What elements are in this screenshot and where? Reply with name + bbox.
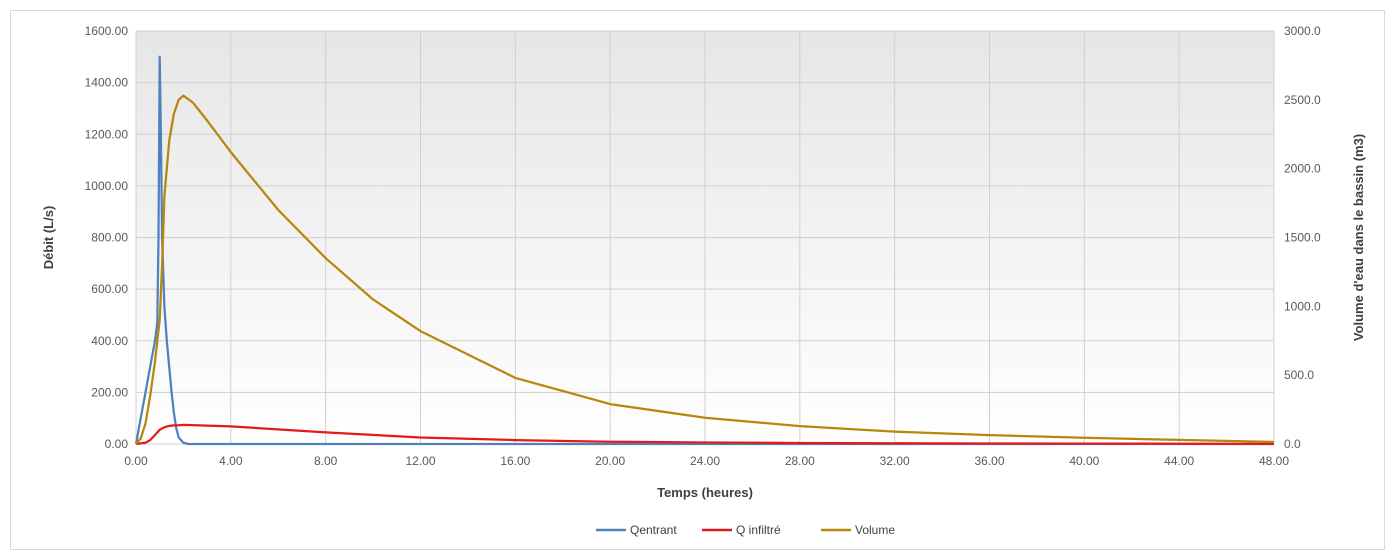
y-axis-ticks: 0.00 200.00 400.00 600.00 800.00 1000.00 1200.… — [85, 24, 129, 451]
y2-tick-label: 500.0 — [1284, 368, 1314, 382]
x-tick-label: 48.00 — [1259, 454, 1289, 468]
y-tick-label: 1400.00 — [85, 76, 129, 90]
y-tick-label: 400.00 — [91, 334, 128, 348]
x-tick-label: 0.00 — [124, 454, 148, 468]
y-tick-label: 0.00 — [105, 437, 129, 451]
x-tick-label: 4.00 — [219, 454, 243, 468]
x-tick-label: 24.00 — [690, 454, 720, 468]
y-tick-label: 1600.00 — [85, 24, 129, 38]
y2-axis-title: Volume d'eau dans le bassin (m3) — [1351, 134, 1366, 341]
y-tick-label: 1000.00 — [85, 179, 129, 193]
series-line-qentrant — [134, 55, 1274, 446]
y-tick-label: 800.00 — [91, 231, 128, 245]
y2-tick-label: 0.0 — [1284, 437, 1301, 451]
x-tick-label: 36.00 — [974, 454, 1004, 468]
y2-axis-ticks: 0.0 500.0 1000.0 1500.0 2000.0 2500.0 3000.0 — [1284, 24, 1321, 451]
series-line-q-infiltré — [135, 423, 1275, 446]
y2-tick-label: 2500.0 — [1284, 93, 1321, 107]
legend: Qentrant Q infiltré Volume — [596, 523, 895, 537]
y2-tick-label: 1000.0 — [1284, 299, 1321, 313]
y-tick-label: 1200.00 — [85, 127, 129, 141]
series-line-volume — [135, 94, 1275, 445]
legend-label: Qentrant — [630, 523, 677, 537]
y-axis-title: Débit (L/s) — [41, 206, 56, 270]
chart-frame: 0.00 4.00 8.00 12.00 16.00 20.00 24.00 28.00 32.… — [10, 10, 1385, 550]
legend-label: Q infiltré — [736, 523, 781, 537]
x-tick-label: 20.00 — [595, 454, 625, 468]
y2-tick-label: 3000.0 — [1284, 24, 1321, 38]
legend-label: Volume — [855, 523, 895, 537]
x-tick-label: 40.00 — [1069, 454, 1099, 468]
x-axis-title: Temps (heures) — [657, 485, 753, 500]
gridlines — [135, 30, 1275, 445]
chart-svg: 0.00 4.00 8.00 12.00 16.00 20.00 24.00 28.00 32.… — [41, 24, 1366, 537]
x-axis-ticks: 0.00 4.00 8.00 12.00 16.00 20.00 24.00 28.00 32.… — [124, 454, 1289, 468]
series-lines — [134, 55, 1275, 446]
x-tick-label: 12.00 — [405, 454, 435, 468]
y2-tick-label: 2000.0 — [1284, 162, 1321, 176]
x-tick-label: 16.00 — [500, 454, 530, 468]
x-tick-label: 8.00 — [314, 454, 338, 468]
x-tick-label: 32.00 — [880, 454, 910, 468]
x-tick-label: 28.00 — [785, 454, 815, 468]
x-tick-label: 44.00 — [1164, 454, 1194, 468]
y-tick-label: 200.00 — [91, 385, 128, 399]
y2-tick-label: 1500.0 — [1284, 231, 1321, 245]
y-tick-label: 600.00 — [91, 282, 128, 296]
